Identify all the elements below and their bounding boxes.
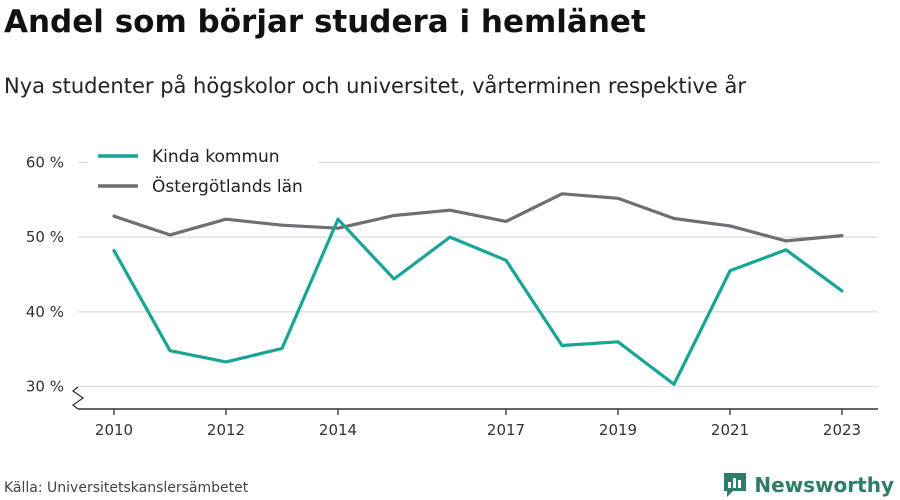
y-tick-label: 40 % <box>26 303 64 321</box>
brand-logo: Newsworthy <box>722 470 894 500</box>
x-tick-label: 2023 <box>823 421 861 439</box>
y-tick-label: 30 % <box>26 378 64 396</box>
axis-break-icon <box>71 386 85 410</box>
y-tick-label: 60 % <box>26 153 64 171</box>
source-note: Källa: Universitetskanslersämbetet <box>4 480 249 496</box>
x-axis: 2010 2012 2014 2017 2019 2021 2023 <box>71 386 878 439</box>
x-tick-label: 2014 <box>319 421 357 439</box>
chart-title: Andel som börjar studera i hemlänet <box>4 4 646 40</box>
y-tick-label: 50 % <box>26 228 64 246</box>
legend-label: Kinda kommun <box>152 147 280 167</box>
y-axis-ticks: 30 % 40 % 50 % 60 % <box>26 153 64 395</box>
x-tick-label: 2021 <box>711 421 749 439</box>
legend-label: Östergötlands län <box>152 175 303 197</box>
legend-background <box>88 141 318 201</box>
series-line-kinda <box>112 217 844 386</box>
x-tick-label: 2017 <box>487 421 525 439</box>
series-lines <box>112 192 844 386</box>
series-line-ostergotland <box>112 192 844 243</box>
x-tick-label: 2012 <box>207 421 245 439</box>
legend: Kinda kommun Östergötlands län <box>88 141 318 201</box>
newsworthy-logo-icon <box>724 473 747 497</box>
chart-subtitle: Nya studenter på högskolor och universit… <box>4 74 746 98</box>
x-tick-label: 2019 <box>599 421 637 439</box>
x-tick-label: 2010 <box>95 421 133 439</box>
brand-name: Newsworthy <box>754 473 894 497</box>
